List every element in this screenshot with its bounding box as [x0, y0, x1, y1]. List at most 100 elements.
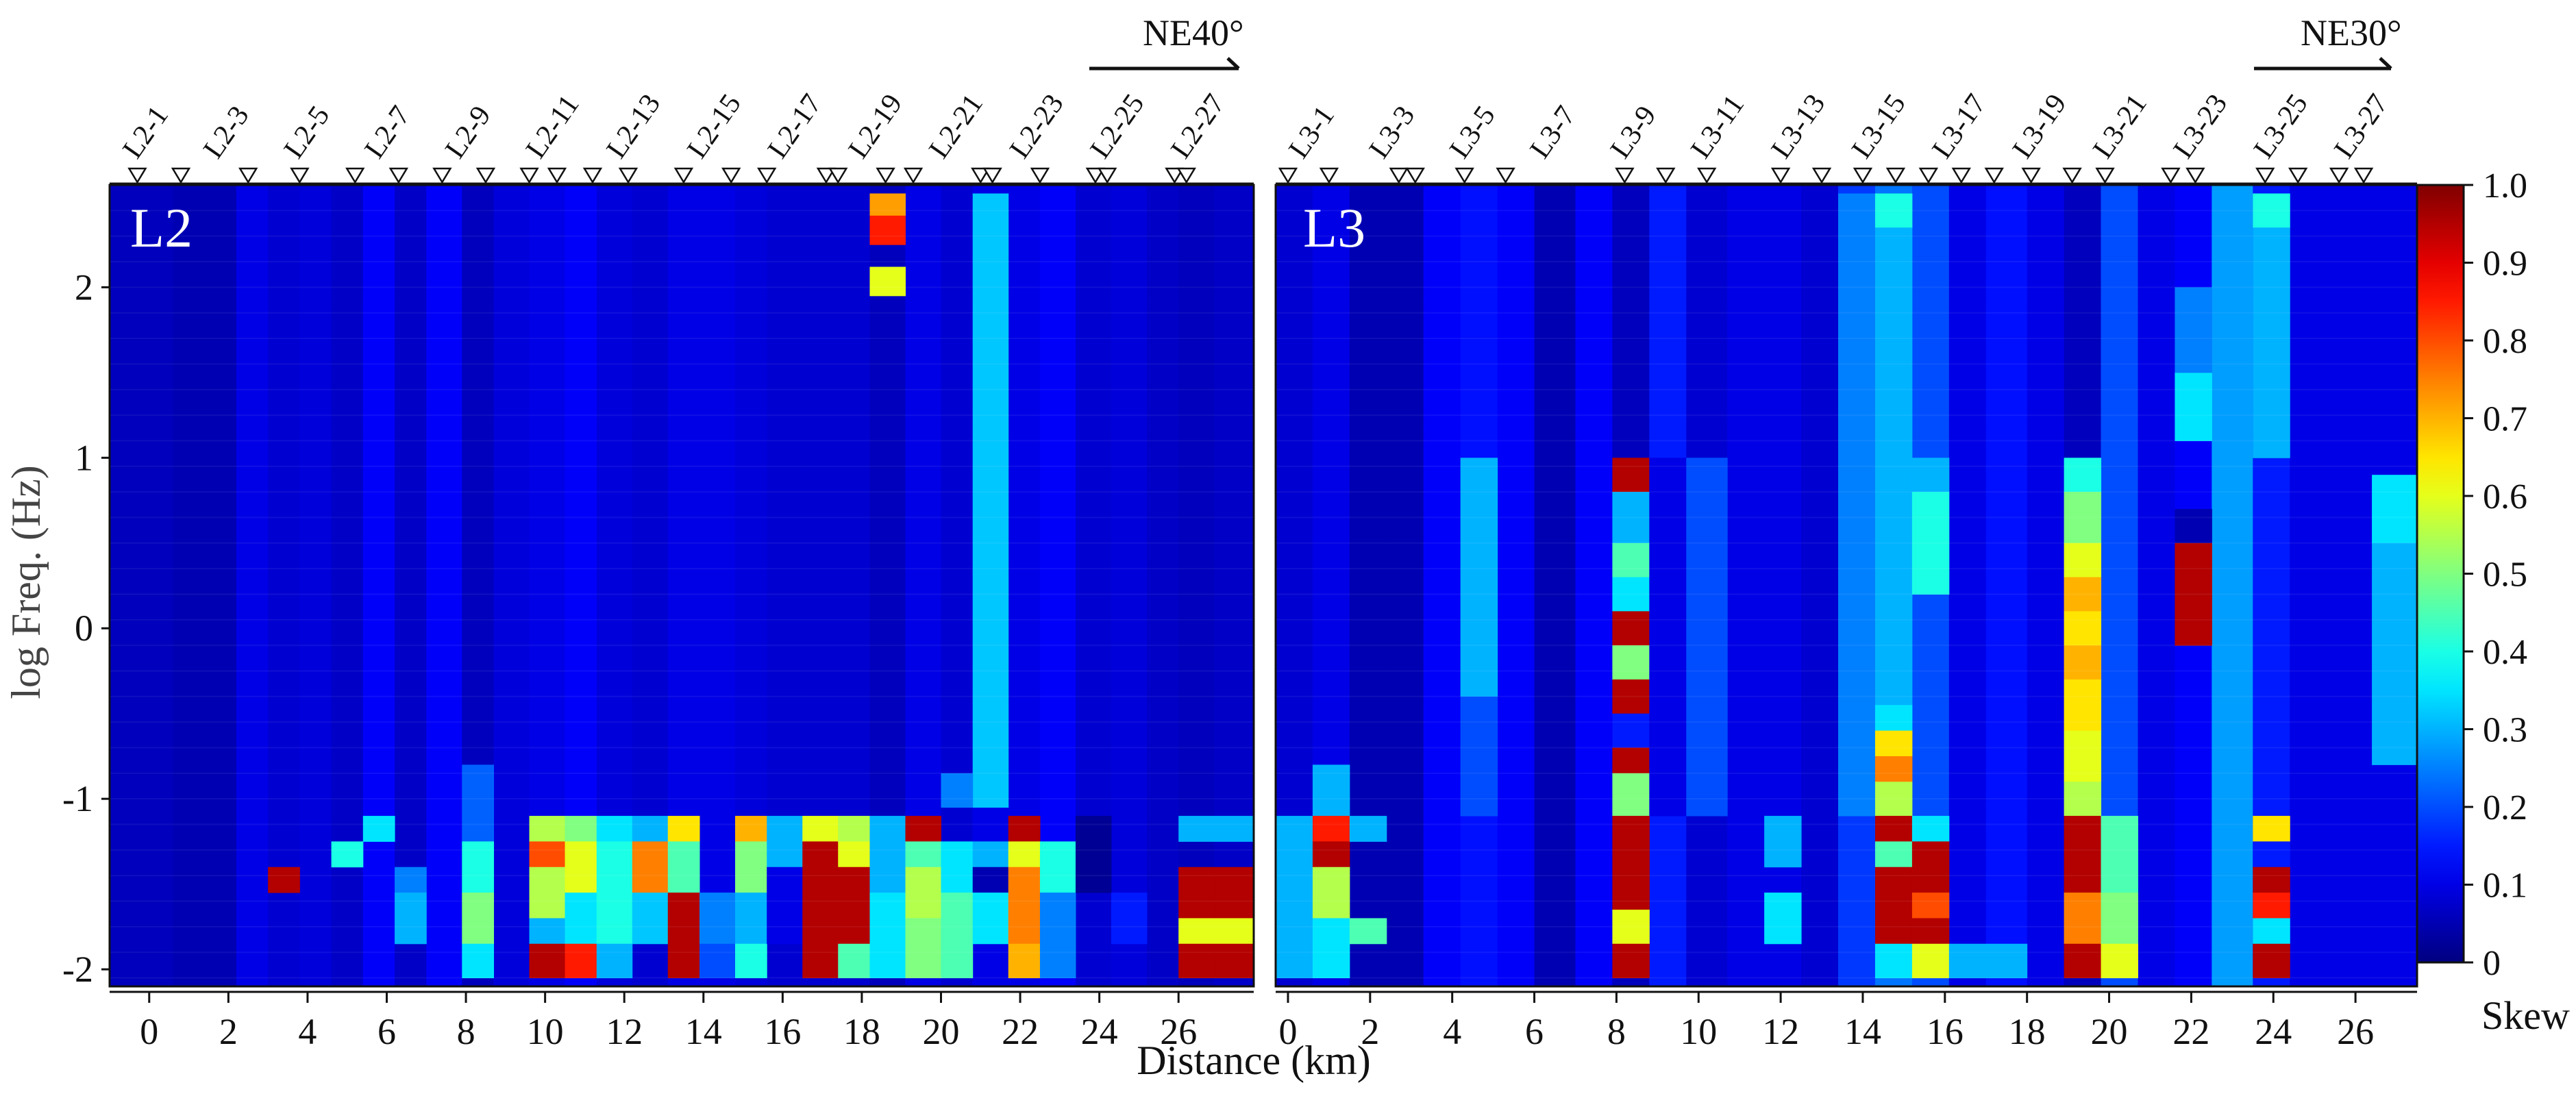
- l3-cell-59: [2064, 943, 2102, 979]
- l3-cell-67: [2253, 193, 2290, 228]
- l2-column-10: [426, 185, 462, 986]
- l3-cell-0: [1276, 816, 1313, 979]
- colorbar-tick-label: 0.2: [2483, 788, 2527, 827]
- l2-column-1: [141, 185, 173, 986]
- l2-cell-44: [838, 841, 870, 868]
- colorbar-tick-label: 0.9: [2483, 245, 2527, 284]
- l3-station-marker: [1278, 167, 1298, 184]
- l3-station-marker: [1454, 167, 1474, 184]
- l2-cell-65: [1111, 893, 1148, 945]
- l3-cell-65: [2175, 508, 2212, 544]
- l3-station-marker: [1984, 167, 2004, 184]
- l2-station-marker: [618, 167, 639, 184]
- colorbar-gradient: [2416, 184, 2465, 964]
- l3-cell-17: [1612, 713, 1650, 748]
- l2-station-marker: [290, 167, 310, 184]
- l3-cell-25: [1764, 816, 1802, 868]
- colorbar-tick-label: 0.4: [2483, 633, 2527, 672]
- l3-cell-54: [2064, 679, 2102, 732]
- l2-cell-58: [1008, 816, 1041, 842]
- l3-cell-11: [1612, 492, 1650, 544]
- l2-station-marker: [1176, 167, 1196, 184]
- l3-x-tick-label: 24: [2255, 1011, 2292, 1052]
- l3-station-marker: [1389, 167, 1409, 184]
- l2-cell-28: [632, 893, 669, 945]
- l2-x-tick-label: 12: [606, 1011, 643, 1052]
- l3-cell-48: [2064, 458, 2102, 493]
- l2-column-0: [110, 185, 142, 986]
- l3-x-tick-label: 26: [2337, 1011, 2374, 1052]
- l2-cell-37: [735, 943, 767, 979]
- l3-cell-8: [1460, 458, 1498, 697]
- l2-cell-2: [869, 266, 906, 297]
- l3-cell-49: [2064, 492, 2102, 544]
- l2-cell-22: [565, 943, 597, 979]
- l2-direction-arrow: NE40°: [1089, 12, 1244, 71]
- l2-cell-16: [529, 867, 566, 919]
- l2-cell-11: [462, 841, 495, 893]
- l3-x-ticks: 0 2 4 6 8 10 12 14 16 18 20 22 24 26: [1276, 990, 2417, 1052]
- l2-column-6: [299, 185, 332, 986]
- l3-cell-47: [1985, 943, 2028, 979]
- l3-cell-38: [1874, 943, 1913, 979]
- l2-station-marker: [673, 167, 694, 184]
- l3-column-23: [2138, 185, 2175, 986]
- l2-cell-61: [1008, 943, 1041, 979]
- l2-direction-arrow-line: [1089, 57, 1240, 71]
- l3-cell-41: [1911, 816, 1950, 842]
- l3-station-marker: [2288, 167, 2308, 184]
- l3-column-3: [1386, 185, 1424, 986]
- l2-column-9: [395, 185, 427, 986]
- l2-cell-56: [972, 867, 1009, 893]
- l3-cell-45: [1911, 943, 1950, 979]
- l2-cell-31: [667, 893, 700, 979]
- colorbar-tick-label: 0.6: [2483, 477, 2527, 516]
- l3-column-6: [1497, 185, 1535, 986]
- l3-x-tick-label: 10: [1680, 1011, 1717, 1052]
- l2-x-tick-label: 6: [377, 1011, 396, 1052]
- l3-x-tick-label: 22: [2172, 1011, 2209, 1052]
- l2-station-marker: [127, 167, 147, 184]
- l3-cell-55: [2064, 730, 2102, 782]
- l2-y-ticks: -2 -1 0 1 2: [62, 266, 110, 990]
- l3-station-marker: [1951, 167, 1972, 184]
- l3-cell-46: [1948, 943, 1987, 979]
- l2-cell-52: [905, 918, 941, 979]
- l2-cell-4: [941, 773, 974, 808]
- colorbar: 0 0.1 0.2 0.3 0.4 0.5 0.6 0.7 0.8 0.9 1.0 Skew: [2416, 166, 2570, 1038]
- l2-direction-label: NE40°: [1143, 12, 1244, 53]
- l2-station-marker: [1085, 167, 1106, 184]
- l3-column-25: [2212, 185, 2253, 986]
- l2-cell-66: [1178, 816, 1215, 842]
- l3-cell-16: [1612, 679, 1650, 714]
- l3-cell-52: [2064, 611, 2102, 646]
- l2-cell-50: [905, 841, 941, 868]
- l3-cell-22: [1612, 943, 1650, 979]
- l3-cell-23: [1649, 458, 1687, 817]
- l2-column-5: [268, 185, 300, 986]
- l2-station-marker: [828, 167, 848, 184]
- l2-heatmap-cells: [110, 185, 1254, 986]
- l3-column-4: [1423, 185, 1461, 986]
- l2-x-tick-label: 20: [922, 1011, 959, 1052]
- l2-cell-8: [395, 867, 427, 893]
- l3-cell-26: [1764, 893, 1802, 945]
- l3-station-marker: [1496, 167, 1515, 184]
- l3-column-8: [1575, 185, 1613, 986]
- l2-column-33: [1214, 185, 1254, 986]
- l2-cell-42: [802, 893, 839, 979]
- colorbar-tick-label: 1.0: [2483, 166, 2527, 205]
- l2-station-marker: [475, 167, 496, 184]
- l3-cell-10: [1612, 458, 1650, 493]
- l2-cell-59: [1008, 841, 1041, 868]
- l2-x-tick-label: 2: [219, 1011, 238, 1052]
- l3-column-27: [2290, 185, 2327, 986]
- l2-cell-20: [565, 841, 597, 893]
- l3-cell-62: [2101, 943, 2138, 979]
- l3-column-7: [1534, 185, 1576, 986]
- l3-station-marker: [2021, 167, 2041, 184]
- l2-cell-54: [941, 893, 974, 979]
- l2-cell-71: [1214, 867, 1254, 919]
- l3-cell-4: [1312, 867, 1350, 919]
- l3-x-tick-label: 16: [1927, 1011, 1964, 1052]
